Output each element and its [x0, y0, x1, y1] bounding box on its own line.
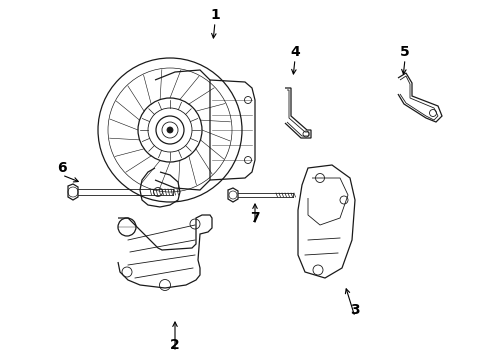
Text: 7: 7	[250, 211, 260, 225]
Text: 5: 5	[400, 45, 410, 59]
Text: 6: 6	[57, 161, 67, 175]
Text: 4: 4	[290, 45, 300, 59]
Circle shape	[167, 127, 173, 133]
Text: 2: 2	[170, 338, 180, 352]
Text: 1: 1	[210, 8, 220, 22]
Text: 3: 3	[350, 303, 360, 317]
